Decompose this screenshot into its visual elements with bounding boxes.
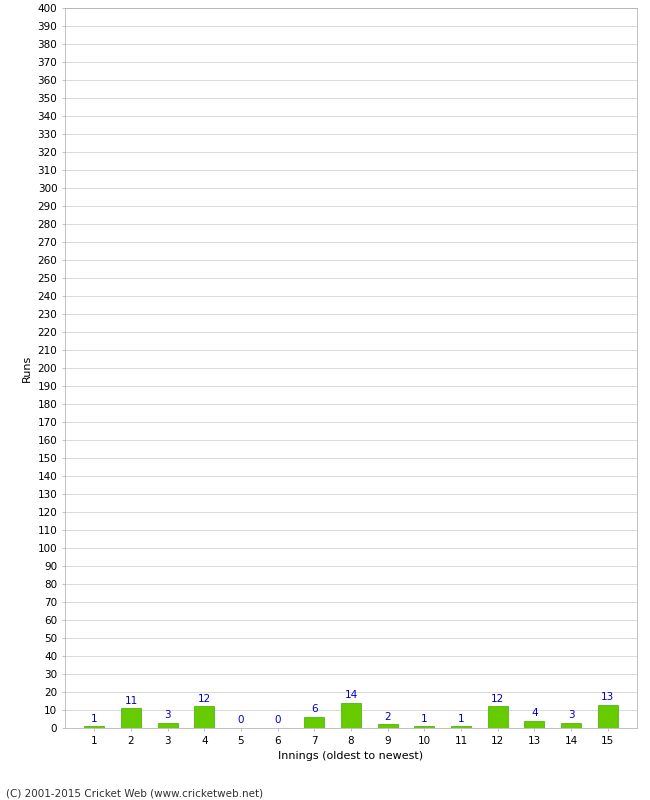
Text: 2: 2 xyxy=(384,712,391,722)
Text: 1: 1 xyxy=(458,714,464,723)
Y-axis label: Runs: Runs xyxy=(22,354,32,382)
Text: 13: 13 xyxy=(601,692,614,702)
Text: 4: 4 xyxy=(531,708,538,718)
Bar xyxy=(157,722,177,728)
Text: 3: 3 xyxy=(164,710,171,720)
Bar xyxy=(414,726,434,728)
Bar xyxy=(597,705,618,728)
Text: 1: 1 xyxy=(91,714,98,723)
Text: (C) 2001-2015 Cricket Web (www.cricketweb.net): (C) 2001-2015 Cricket Web (www.cricketwe… xyxy=(6,788,264,798)
Text: 1: 1 xyxy=(421,714,428,723)
Bar xyxy=(488,706,508,728)
Bar xyxy=(451,726,471,728)
Bar xyxy=(304,718,324,728)
Text: 3: 3 xyxy=(567,710,575,720)
Text: 0: 0 xyxy=(238,715,244,726)
Text: 11: 11 xyxy=(124,695,138,706)
X-axis label: Innings (oldest to newest): Innings (oldest to newest) xyxy=(278,751,424,761)
Text: 6: 6 xyxy=(311,705,318,714)
Bar xyxy=(121,708,141,728)
Text: 14: 14 xyxy=(344,690,358,700)
Text: 12: 12 xyxy=(491,694,504,704)
Bar xyxy=(341,703,361,728)
Bar xyxy=(194,706,214,728)
Bar xyxy=(378,725,398,728)
Bar xyxy=(84,726,105,728)
Text: 0: 0 xyxy=(274,715,281,726)
Text: 12: 12 xyxy=(198,694,211,704)
Bar xyxy=(561,722,581,728)
Bar xyxy=(525,721,545,728)
